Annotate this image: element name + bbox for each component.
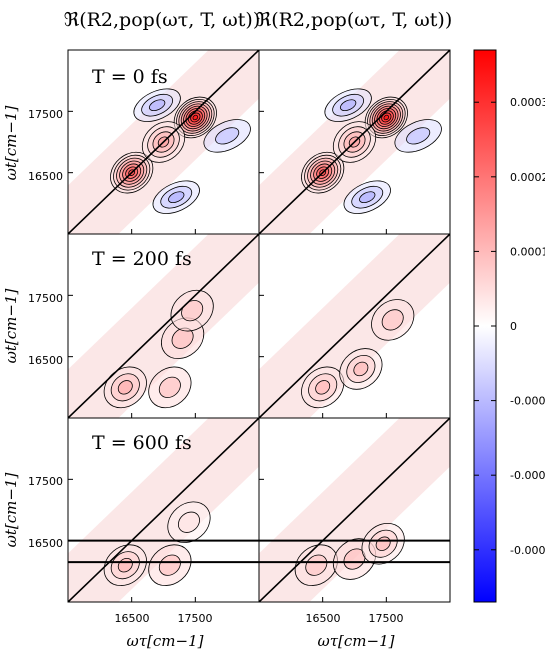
colorbar-tick-label: 0.0001 (510, 245, 545, 258)
contour-level (177, 511, 200, 533)
colorbar-tick-label: -0.0002 (510, 469, 545, 482)
contour-level (215, 127, 240, 145)
contour-level (158, 554, 181, 576)
y-axis-label: ωt[cm−1] (2, 106, 20, 181)
panel-label-t600: T = 600 fs (92, 432, 192, 454)
panel-frame (258, 417, 451, 603)
panel-label-t200: T = 200 fs (92, 248, 192, 270)
y-tick-label: 17500 (28, 108, 63, 121)
diagonal-line (259, 234, 450, 418)
contour-level (117, 380, 133, 395)
diagonal-line (68, 418, 259, 602)
contour-level (305, 554, 328, 576)
y-axis-label: ωt[cm−1] (2, 473, 20, 548)
column-title-right: ℜ(R2,pop(ωτ, T, ωt)) (256, 9, 453, 31)
x-tick-label: 16500 (306, 612, 341, 625)
contour-level (158, 376, 181, 398)
contour-level (381, 309, 404, 331)
colorbar-tick-label: 0.0003 (510, 96, 545, 109)
y-tick-labels: 17500 16500 17500 16500 17500 16500 (28, 108, 63, 550)
panel-label-t0: T = 0 fs (92, 66, 168, 88)
colorbar-tick-label: 0.0002 (510, 171, 545, 184)
y-tick-label: 17500 (28, 475, 63, 488)
contour-level (192, 114, 199, 121)
column-title-left: ℜ(R2,pop(ωτ, T, ωt)) (64, 9, 261, 31)
contour-level (353, 361, 369, 377)
diagonal-line (68, 50, 259, 234)
panel-group (68, 418, 259, 602)
panel-group (259, 418, 450, 602)
y-tick-label: 16500 (28, 537, 63, 550)
contour-level (148, 99, 166, 112)
y-tick-label: 16500 (28, 170, 63, 183)
panel-group (68, 50, 259, 234)
x-axis-label: ωτ[cm−1] (318, 632, 395, 650)
heatmap-panels (67, 49, 451, 603)
contour-level (315, 380, 331, 395)
contour-level (383, 114, 390, 121)
y-tick-label: 17500 (28, 292, 63, 305)
x-tick-label: 17500 (369, 612, 404, 625)
contour-level (168, 191, 185, 204)
x-axis-label: ωτ[cm−1] (127, 632, 204, 650)
x-tick-label: 17500 (178, 612, 213, 625)
colorbar-tick-label: -0.0003 (510, 544, 545, 557)
colorbar-tick-label: 0 (510, 320, 517, 333)
contour-level (339, 99, 357, 112)
y-tick-label: 16500 (28, 354, 63, 367)
panel-group (259, 234, 450, 418)
colorbar-tick-label: -0.0001 (510, 395, 545, 408)
diagonal-line (259, 50, 450, 234)
contour-level (406, 127, 431, 145)
colorbar-ticks: 0.0003 0.0002 0.0001 0 -0.0001 -0.0002 -0.0003 (474, 96, 545, 557)
x-tick-labels: 16500 17500 16500 17500 (115, 612, 404, 625)
panel-group (259, 50, 450, 234)
diagonal-line (68, 234, 259, 418)
contour-level (359, 191, 376, 204)
panel-group (68, 234, 259, 418)
diagonal-line (259, 418, 450, 602)
y-axis-label: ωt[cm−1] (2, 289, 20, 364)
x-tick-label: 16500 (115, 612, 150, 625)
